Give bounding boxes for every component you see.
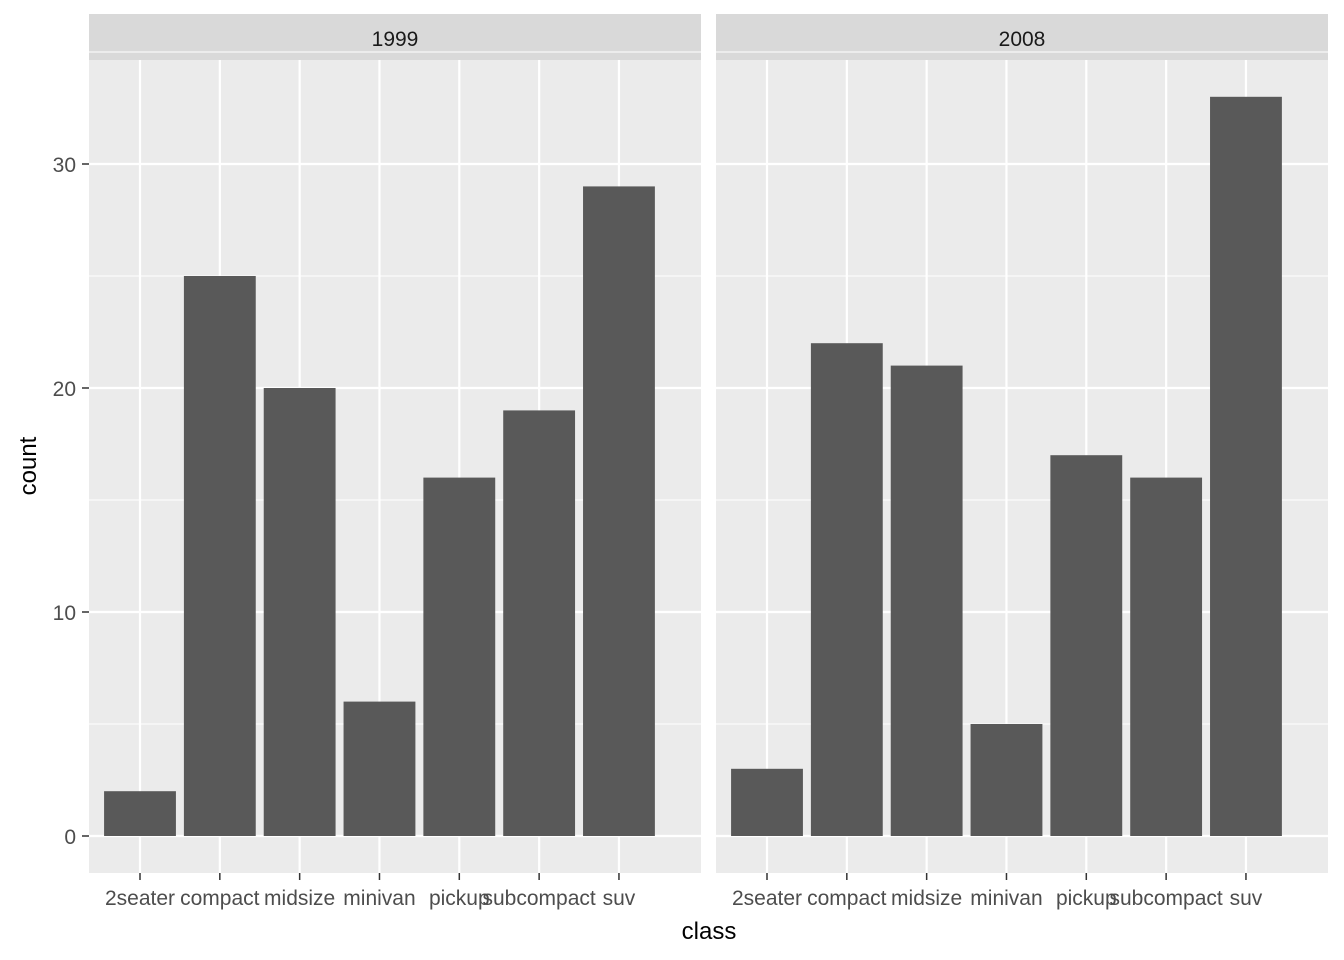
bar-compact xyxy=(183,276,256,836)
y-tick-label: 20 xyxy=(53,378,76,401)
x-tick-label: pickup xyxy=(429,887,490,910)
x-tick-label: suv xyxy=(1230,887,1263,910)
bar-midsize xyxy=(890,365,963,836)
facet-strip-label: 2008 xyxy=(999,28,1046,51)
facet-strip-label: 1999 xyxy=(372,28,419,51)
bar-suv xyxy=(583,186,655,836)
y-tick-label: 10 xyxy=(53,602,76,625)
y-axis: 0 10 20 30 xyxy=(53,154,89,849)
bar-pickup xyxy=(1050,455,1123,836)
y-tick-label: 30 xyxy=(53,154,76,177)
x-tick-label: 2seater xyxy=(732,887,802,910)
x-tick-label: midsize xyxy=(264,887,335,910)
x-tick-label: minivan xyxy=(970,887,1042,910)
x-tick-label: subcompact xyxy=(483,887,596,910)
y-axis-title: count xyxy=(15,436,42,495)
bar-pickup xyxy=(423,477,496,836)
bar-midsize xyxy=(263,388,336,836)
y-tick-label: 0 xyxy=(64,826,76,849)
x-tick-label: compact xyxy=(180,887,260,910)
x-axis-title: class xyxy=(682,918,737,945)
bar-subcompact xyxy=(1130,477,1203,836)
x-tick-label: pickup xyxy=(1056,887,1117,910)
x-tick-label: 2seater xyxy=(105,887,175,910)
bar-suv xyxy=(1210,96,1282,837)
bar-compact xyxy=(810,343,883,836)
bar-minivan xyxy=(343,701,416,836)
bar-2seater xyxy=(731,768,803,836)
bar-subcompact xyxy=(503,410,576,836)
bar-2seater xyxy=(104,791,176,836)
x-tick-label: subcompact xyxy=(1110,887,1223,910)
x-tick-label: minivan xyxy=(343,887,415,910)
x-tick-label: midsize xyxy=(891,887,962,910)
x-tick-label: suv xyxy=(603,887,636,910)
x-tick-label: compact xyxy=(807,887,887,910)
bar-minivan xyxy=(970,724,1043,836)
